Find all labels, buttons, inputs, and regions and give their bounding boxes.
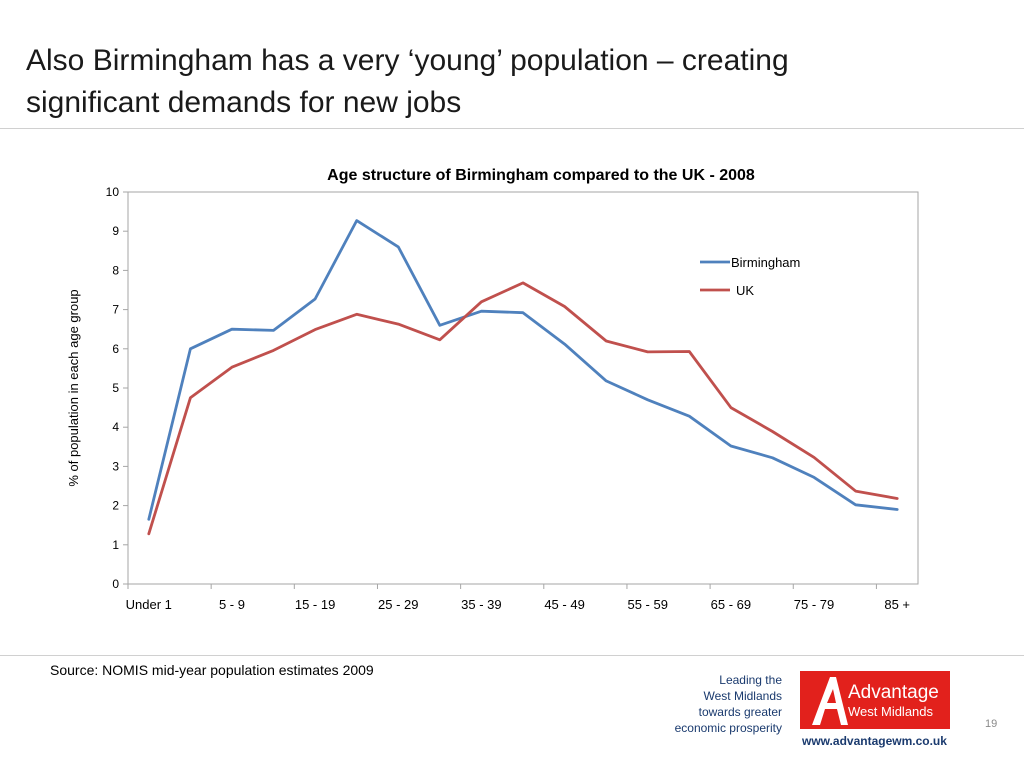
y-tick-label: 1 [112,538,119,552]
y-tick-label: 8 [112,263,119,277]
x-tick-label: 45 - 49 [544,597,584,612]
y-tick-label: 10 [106,185,120,199]
source-note: Source: NOMIS mid-year population estima… [50,662,374,678]
x-tick-label: 75 - 79 [794,597,834,612]
tagline-line: West Midlands [703,689,782,703]
tagline-line: economic prosperity [674,721,782,735]
y-tick-label: 9 [112,224,119,238]
x-tick-label: 15 - 19 [295,597,335,612]
y-tick-label: 6 [112,342,119,356]
y-tick-label: 0 [112,577,119,591]
x-tick-label: 55 - 59 [627,597,667,612]
logo-a-mark-icon [812,677,848,725]
advantage-west-midlands-logo: Advantage West Midlands [800,671,950,729]
tagline-line: Leading the [719,673,782,687]
series-line-birmingham [147,219,899,521]
y-tick-label: 5 [112,381,119,395]
x-tick-label: 85 + [884,597,910,612]
y-axis-label: % of population in each age group [66,289,81,486]
slide-title-line-1: Also Birmingham has a very ‘young’ popul… [26,44,789,77]
y-tick-label: 4 [112,420,119,434]
x-tick-label: 25 - 29 [378,597,418,612]
chart-plot-area: 0 1 2 3 4 5 6 7 8 9 10 Under 1 5 - 9 15 - 19 25 - 29 35… [106,185,919,612]
logo-text-west-midlands: West Midlands [848,704,934,719]
slide-title-line-2: significant demands for new jobs [26,86,462,119]
age-structure-chart: Age structure of Birmingham compared to … [66,167,919,612]
footer-divider [0,655,1024,656]
x-tick-label: Under 1 [126,597,172,612]
logo-text-advantage: Advantage [848,682,939,703]
y-tick-label: 7 [112,303,119,317]
legend-label-birmingham: Birmingham [731,255,800,270]
website-url: www.advantagewm.co.uk [802,734,947,748]
series-line-uk [147,281,899,536]
slide-title: Also Birmingham has a very ‘young’ popul… [26,40,986,124]
x-tick-label: 5 - 9 [219,597,245,612]
y-tick-label: 3 [112,459,119,473]
page-number: 19 [985,718,998,730]
plot-frame [127,191,919,585]
tagline-line: towards greater [698,705,782,719]
chart-title: Age structure of Birmingham compared to … [327,167,755,184]
x-tick-label: 35 - 39 [461,597,501,612]
title-divider [0,128,1024,129]
x-tick-label: 65 - 69 [711,597,751,612]
y-tick-label: 2 [112,499,119,513]
branding-tagline: Leading the West Midlands towards greate… [640,672,782,736]
legend-label-uk: UK [736,283,754,298]
